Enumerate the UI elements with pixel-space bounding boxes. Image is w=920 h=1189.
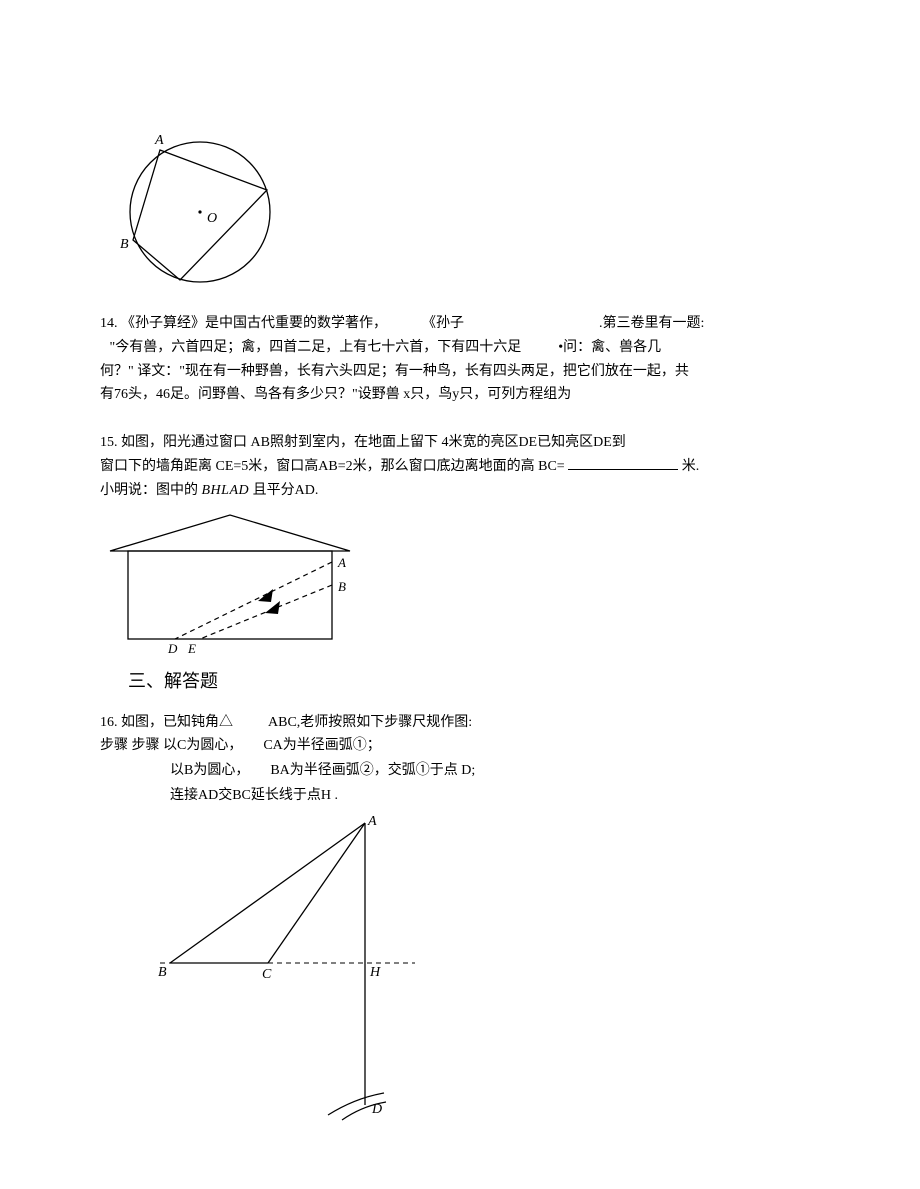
label-A: A [367,814,377,829]
q14-line4: 有76头，46足。问野兽、鸟各有多少只？"设野兽 x只，鸟y只，可列方程组为 [100,387,571,402]
blank-bc [568,455,678,470]
q14-line3: 何？" 译文："现在有一种野兽，长有六头四足；有一种鸟，长有四头两足，把它们放在… [100,364,689,379]
label-D: D [371,1102,382,1117]
label-O: O [207,211,217,226]
q16-step2b: BA为半径画弧②，交弧①于点 D; [270,763,475,778]
arrowhead-2 [265,601,280,614]
q15-line3c: 且平分AD. [253,483,319,498]
label-A: A [154,133,164,148]
q16-num: 16. [100,715,118,730]
q16-step3: 连接AD交BC延长线于点H . [170,788,338,803]
figure-q16: A B C H D [150,813,430,1133]
roof [110,515,350,551]
q15-line1: 如图，阳光通过窗口 AB照射到室内，在地面上留下 4米宽的亮区DE已知亮区DE到 [121,435,626,450]
q16-step1b: CA为半径画弧①； [263,738,380,753]
light-rays [175,562,332,639]
side-CA [268,823,365,963]
label-H: H [369,965,381,980]
figure-q15: A B D E [100,509,360,659]
label-B: B [158,965,167,980]
label-D: D [167,641,178,656]
label-B: B [120,237,129,252]
label-B: B [338,579,346,594]
q16-step-prefix: 步骤 步骤 以C为圆心， [100,738,242,753]
q14-line2b: •问：禽、兽各几 [558,340,661,355]
label-E: E [187,641,196,656]
section-3-title: 三、解答题 [128,667,820,693]
question-16: 16. 如图，已知钝角△ ABC,老师按照如下步骤尺规作图: 步骤 步骤 以C为… [100,711,820,809]
question-15: 15. 如图，阳光通过窗口 AB照射到室内，在地面上留下 4米宽的亮区DE已知亮… [100,431,820,502]
question-14: 14. 《孙子算经》是中国古代重要的数学著作， 《孙子 .第三卷里有一题: "今… [100,312,820,407]
q16-line1b: ABC,老师按照如下步骤尺规作图: [268,715,472,730]
label-A: A [337,555,346,570]
inscribed-quad [133,150,267,280]
q14-num: 14. [100,316,118,331]
house-rect [128,551,332,639]
q15-line2b: 米. [682,459,700,474]
figure-q13: A O B [100,130,300,300]
label-C: C [262,967,272,982]
center-dot [198,210,201,213]
q16-step2a: 以B为圆心， [170,763,249,778]
q14-line2: "今有兽，六首四足；禽，四首二足，上有七十六首，下有四十六足 [110,340,522,355]
arrowhead-1 [258,589,273,602]
q14-line1b: 《孙子 [422,316,464,331]
side-BA [170,823,365,963]
q15-line3: 小明说：图中的 [100,483,198,498]
q15-line3b: BHLAD [202,483,250,498]
q16-line1a: 如图，已知钝角△ [121,715,233,730]
q14-line1a: 《孙子算经》是中国古代重要的数学著作， [121,316,387,331]
q14-line1c: .第三卷里有一题: [599,316,704,331]
q15-num: 15. [100,435,118,450]
q15-line2a: 窗口下的墙角距离 CE=5米，窗口高AB=2米，那么窗口底边离地面的高 BC= [100,459,565,474]
